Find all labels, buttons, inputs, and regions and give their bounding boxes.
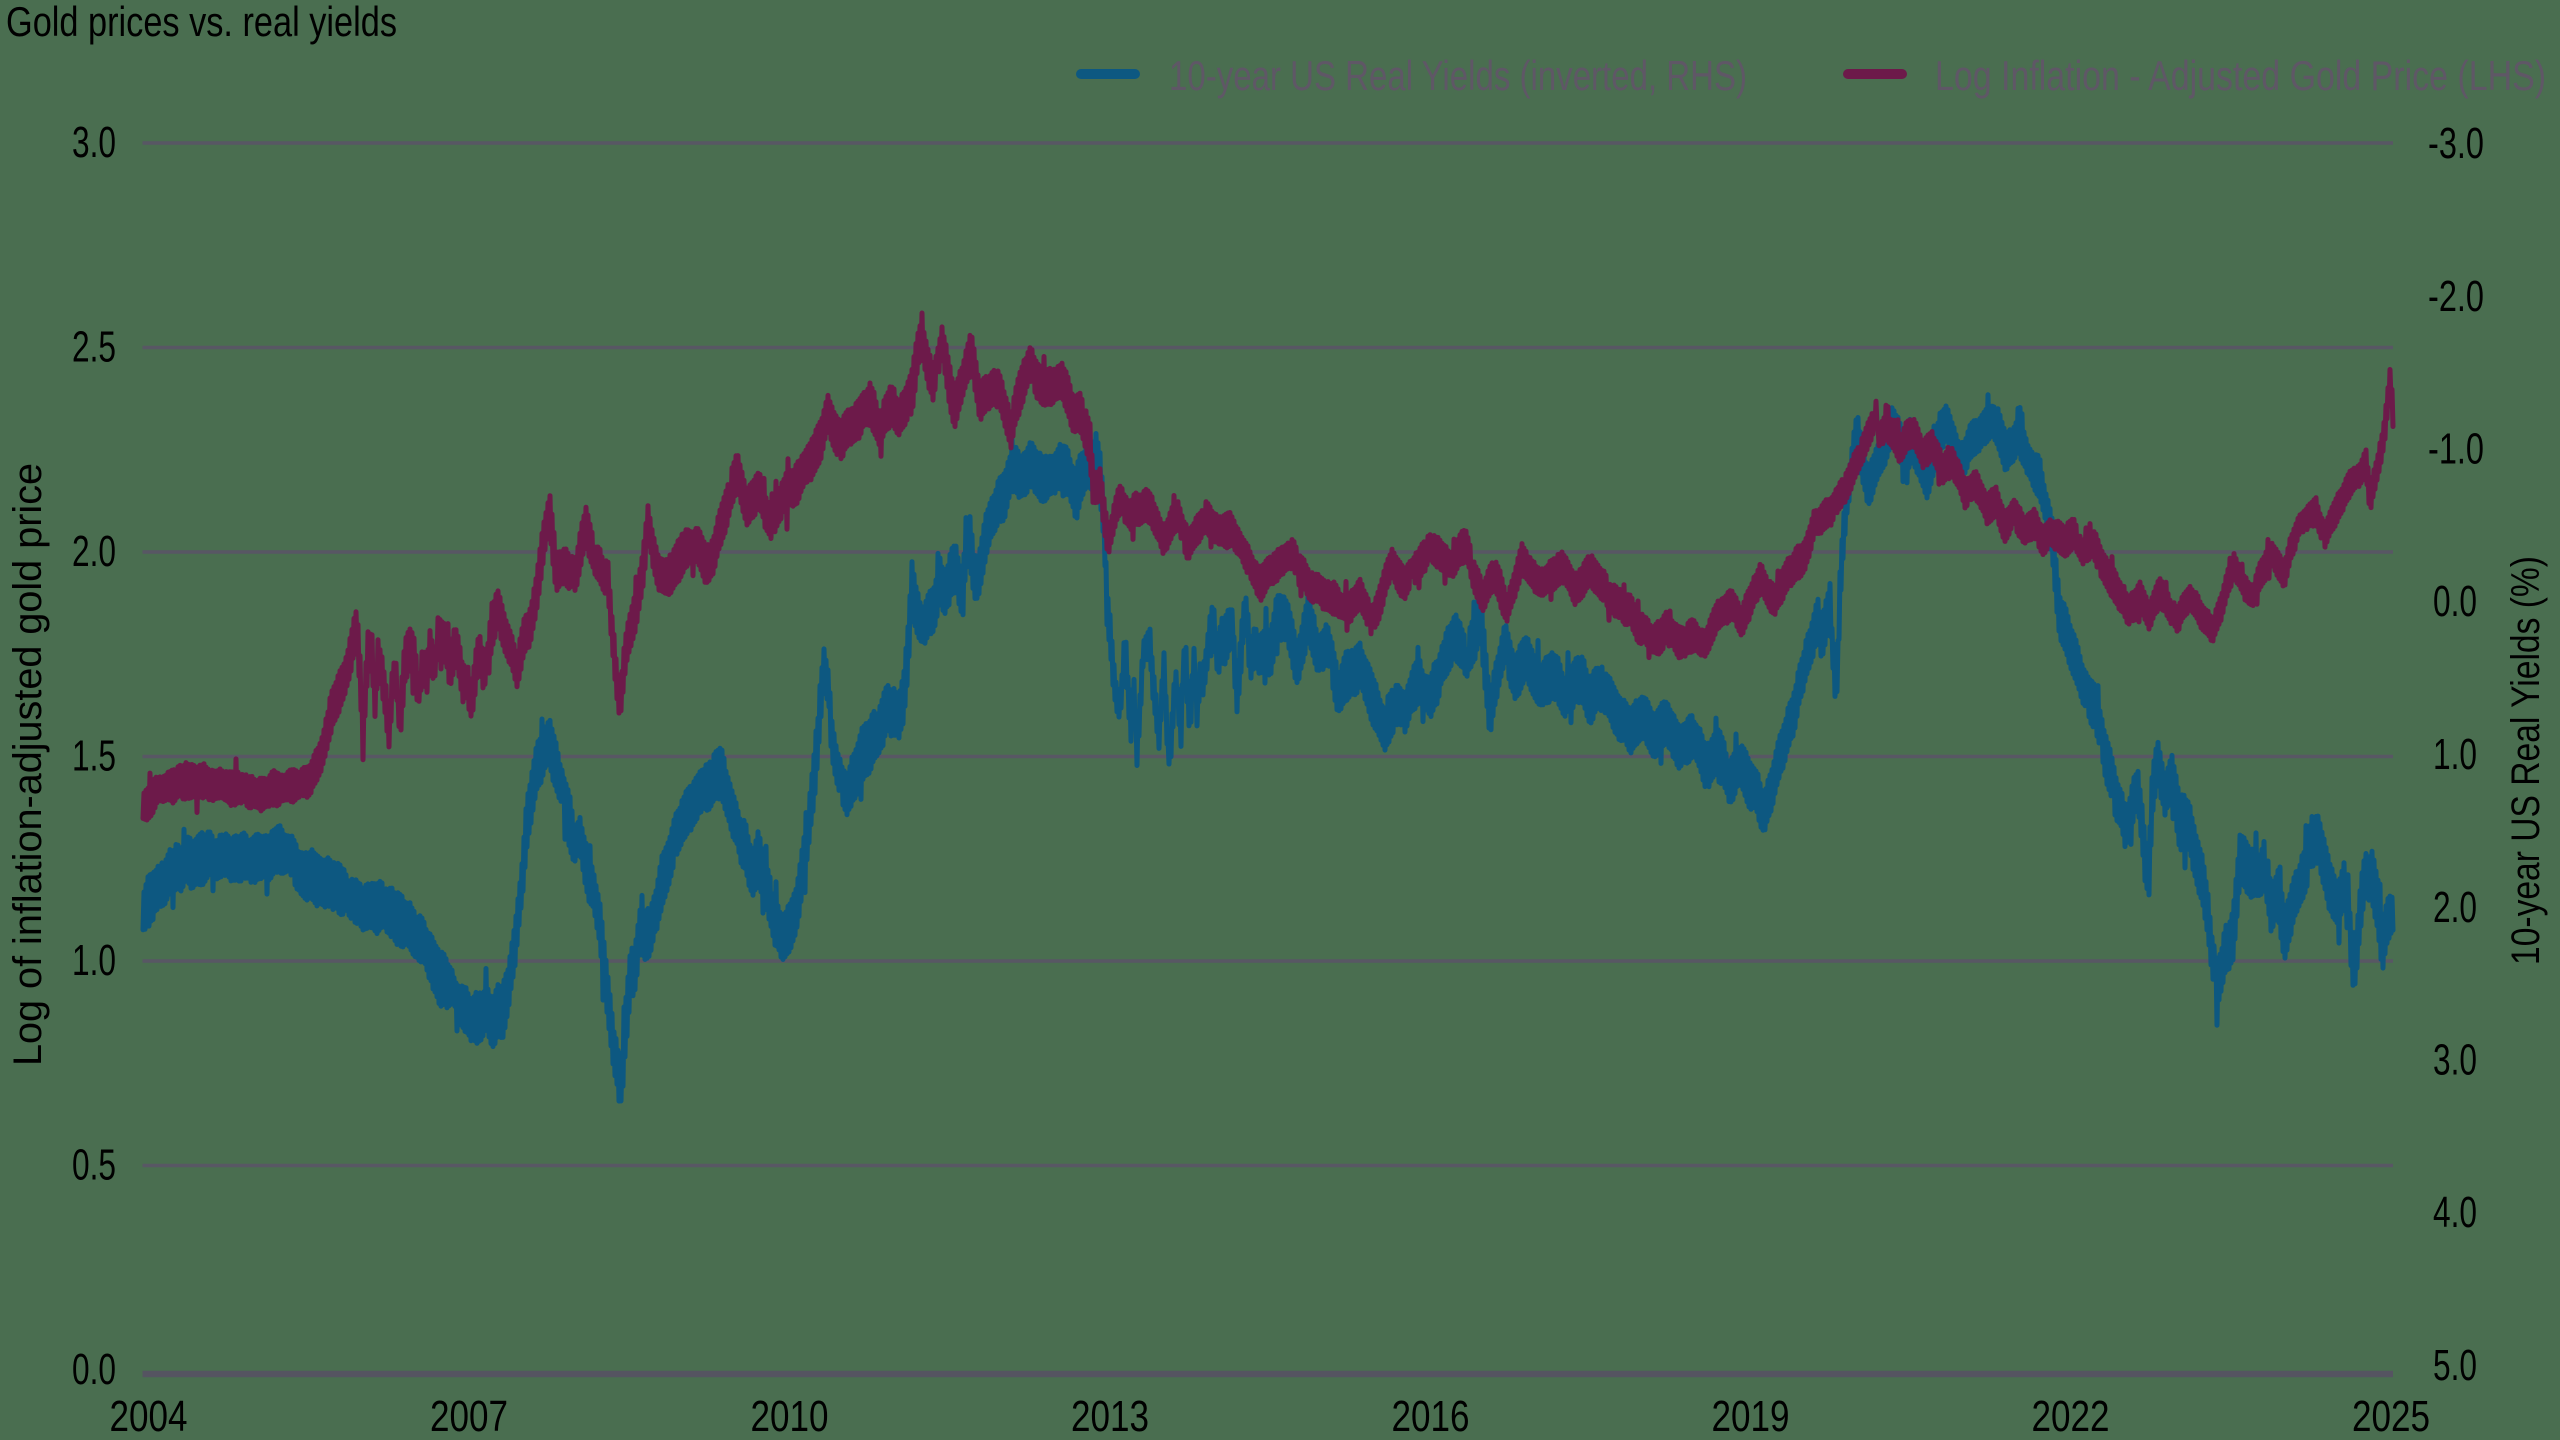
svg-text:2016: 2016 [1392, 1392, 1470, 1440]
svg-text:-3.0: -3.0 [2428, 119, 2484, 168]
svg-text:-2.0: -2.0 [2428, 272, 2484, 321]
svg-text:Log Inflation - Adjusted Gold: Log Inflation - Adjusted Gold Price (LHS… [1935, 52, 2546, 99]
svg-text:-1.0: -1.0 [2428, 425, 2484, 474]
svg-text:Gold prices vs. real yields: Gold prices vs. real yields [6, 0, 397, 45]
svg-text:2007: 2007 [430, 1392, 508, 1440]
svg-text:4.0: 4.0 [2433, 1188, 2477, 1237]
svg-text:1.0: 1.0 [72, 936, 116, 985]
svg-text:2004: 2004 [110, 1392, 188, 1440]
svg-text:10-year US Real Yields (invert: 10-year US Real Yields (inverted, RHS) [1169, 52, 1747, 99]
svg-text:2019: 2019 [1712, 1392, 1790, 1440]
svg-text:2025: 2025 [2352, 1392, 2430, 1440]
svg-text:0.0: 0.0 [2433, 577, 2477, 626]
svg-text:2010: 2010 [751, 1392, 829, 1440]
svg-text:2013: 2013 [1071, 1392, 1149, 1440]
svg-text:1.5: 1.5 [72, 732, 116, 781]
svg-text:3.0: 3.0 [72, 118, 116, 167]
svg-text:0.5: 0.5 [72, 1141, 116, 1190]
svg-text:2.0: 2.0 [2433, 883, 2477, 932]
svg-text:2022: 2022 [2032, 1392, 2110, 1440]
svg-text:5.0: 5.0 [2433, 1341, 2477, 1390]
svg-text:1.0: 1.0 [2433, 730, 2477, 779]
svg-text:3.0: 3.0 [2433, 1036, 2477, 1085]
svg-text:Log of inflation-adjusted gold: Log of inflation-adjusted gold price [6, 463, 50, 1066]
svg-text:10-year US Real Yields (%): 10-year US Real Yields (%) [2504, 556, 2548, 965]
svg-text:2.0: 2.0 [72, 527, 116, 576]
svg-text:2.5: 2.5 [72, 323, 116, 372]
svg-text:0.0: 0.0 [72, 1345, 116, 1394]
